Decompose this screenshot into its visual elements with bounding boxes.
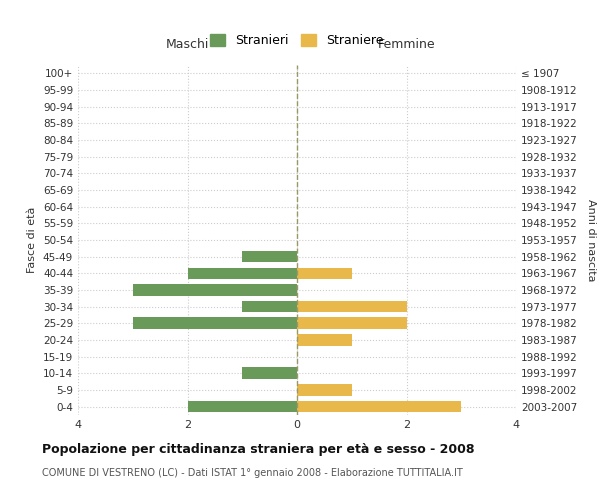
Bar — [297, 384, 352, 396]
Text: Femmine: Femmine — [377, 38, 436, 51]
Bar — [242, 251, 297, 262]
Text: COMUNE DI VESTRENO (LC) - Dati ISTAT 1° gennaio 2008 - Elaborazione TUTTITALIA.I: COMUNE DI VESTRENO (LC) - Dati ISTAT 1° … — [42, 468, 463, 478]
Y-axis label: Fasce di età: Fasce di età — [28, 207, 37, 273]
Text: Popolazione per cittadinanza straniera per età e sesso - 2008: Popolazione per cittadinanza straniera p… — [42, 442, 475, 456]
Y-axis label: Anni di nascita: Anni di nascita — [586, 198, 596, 281]
Text: Maschi: Maschi — [166, 38, 209, 51]
Bar — [187, 401, 297, 412]
Bar — [242, 301, 297, 312]
Bar — [133, 318, 297, 329]
Legend: Stranieri, Straniere: Stranieri, Straniere — [205, 29, 389, 52]
Bar — [297, 401, 461, 412]
Bar — [297, 268, 352, 279]
Bar — [242, 368, 297, 379]
Bar — [133, 284, 297, 296]
Bar — [297, 334, 352, 346]
Bar — [187, 268, 297, 279]
Bar — [297, 318, 407, 329]
Bar — [297, 301, 407, 312]
